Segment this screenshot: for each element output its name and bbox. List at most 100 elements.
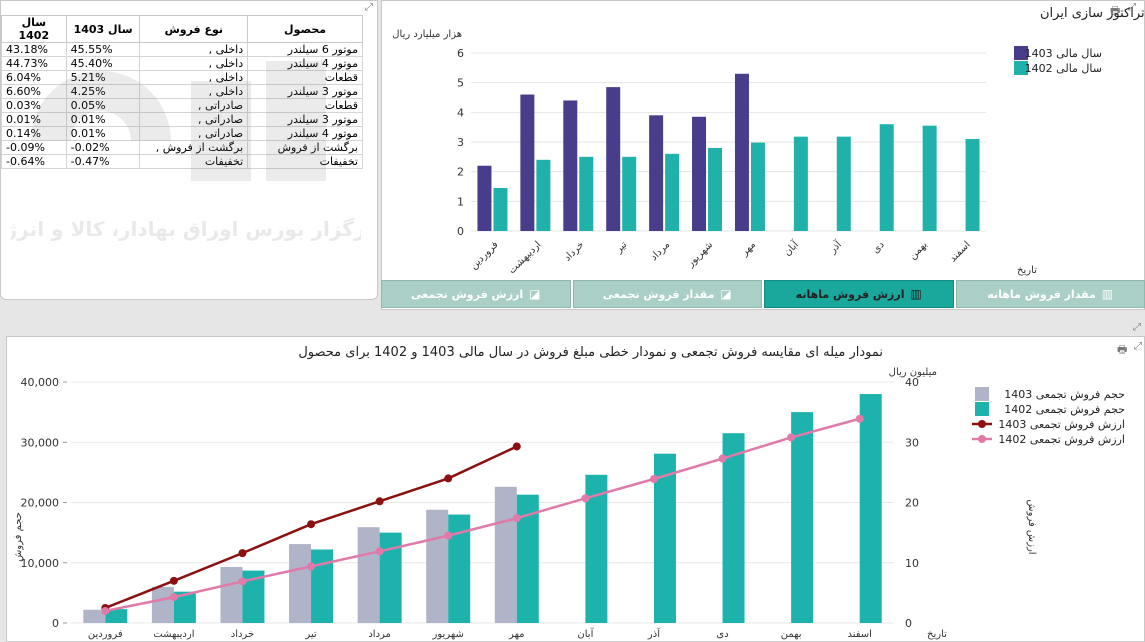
col-header-1403[interactable]: سال 1403 [65,15,141,43]
line-point-1402[interactable] [307,562,316,571]
cum-bar-1403[interactable] [289,544,312,623]
bar-1402[interactable] [708,147,723,231]
table-row[interactable]: موتور 4 سیلندر صادراتی , 0.01% 0.14% [1,126,363,141]
cell-1402: 0.03% [1,98,67,113]
line-point-1402[interactable] [101,606,110,615]
cell-product: قطعات [247,70,363,85]
table-row[interactable]: موتور 6 سیلندر داخلی , 45.55% 43.18% [1,42,363,57]
bar-1402[interactable] [665,153,680,231]
line-1402[interactable] [105,417,861,613]
cum-bar-1402[interactable] [173,591,196,623]
cum-bar-1402[interactable] [379,532,402,623]
legend-swatch [1014,61,1028,75]
tab-cumulative-sales-value[interactable]: ◪ ارزش فروش تجمعی [381,280,571,308]
line-point-1402[interactable] [649,475,658,484]
bar-1402[interactable] [793,136,808,231]
table-row[interactable]: موتور 3 سیلندر صادراتی , 0.01% 0.01% [1,112,363,127]
table-row[interactable]: قطعات داخلی , 5.21% 6.04% [1,70,363,85]
y-left-tick-label: 40,000 [21,376,60,389]
bar-1402[interactable] [493,187,508,231]
line-point-1402[interactable] [238,577,247,586]
line-point-1403[interactable] [375,497,384,506]
table-row[interactable]: برگشت از فروش برگشت از فروش , -0.02% -0.09% [1,140,363,155]
line-point-1403[interactable] [444,474,453,483]
line-point-1402[interactable] [787,433,796,442]
table-row[interactable]: قطعات صادراتی , 0.05% 0.03% [1,98,363,113]
cum-bar-1403[interactable] [357,527,380,623]
legend-swatch [1014,46,1028,60]
expand-icon[interactable]: ⤢ [365,2,373,13]
legend-marker [978,435,986,443]
bar-1402[interactable] [579,156,594,231]
line-point-1403[interactable] [512,442,521,451]
bar-1402[interactable] [965,139,980,231]
expand-icon[interactable]: ⤢ [1128,2,1136,13]
legend-marker [978,420,986,428]
cum-bar-1402[interactable] [653,453,676,623]
cum-bar-1402[interactable] [791,412,814,623]
cum-bar-1403[interactable] [151,586,174,623]
line-point-1402[interactable] [375,547,384,556]
table-row[interactable]: موتور 3 سیلندر داخلی , 4.25% 6.60% [1,84,363,99]
bar-1402[interactable] [536,159,551,231]
bar-1402[interactable] [879,124,894,231]
expand-icon[interactable]: ⤢ [1133,322,1141,333]
cell-1403: 0.05% [65,98,141,113]
tab-monthly-sales-quantity[interactable]: ▥ مقدار فروش ماهانه [955,280,1145,308]
cum-bar-1402[interactable] [516,494,539,623]
bar-1403[interactable] [606,87,621,231]
cum-bar-1403[interactable] [426,509,449,623]
cumulative-sales-chart-panel: 🖶 ⤢ نمودار میله ای مقایسه فروش تجمعی و ن… [6,336,1145,642]
bar-1402[interactable] [836,136,851,231]
bar-1403[interactable] [563,100,578,231]
y-tick-label: 1 [457,195,464,208]
cum-bar-1402[interactable] [311,549,334,623]
bar-1402[interactable] [622,156,637,231]
line-point-1402[interactable] [581,494,590,503]
cum-bar-1403[interactable] [220,566,243,623]
cell-1403: -0.47% [65,154,141,169]
cum-bar-1402[interactable] [722,433,745,623]
print-icon[interactable]: 🖶 [1117,343,1128,356]
cum-bar-1403[interactable] [494,486,517,623]
tab-cumulative-sales-quantity[interactable]: ◪ مقدار فروش تجمعی [572,280,762,308]
table-row[interactable]: تخفیفات تخفیفات -0.47% -0.64% [1,154,363,169]
cum-bar-1403[interactable] [83,609,106,623]
x-tick-label: خرداد [562,239,586,263]
x-tick-label: اردیبهشت [507,239,544,276]
cum-bar-1402[interactable] [105,609,128,623]
bar-1403[interactable] [692,116,707,231]
col-header-1402[interactable]: سال 1402 [1,15,67,43]
cum-bar-1402[interactable] [585,474,608,623]
cum-bar-1402[interactable] [448,514,471,623]
x-tick-label: مهر [508,629,524,640]
table-row[interactable]: موتور 4 سیلندر داخلی , 45.40% 44.73% [1,56,363,71]
monthly-sales-value-chart-panel: 🖶 ⤢ مقایسه ارزش فروش ماهانه سال مالی 140… [381,0,1145,310]
bar-1403[interactable] [734,73,749,232]
x-tick-label: مرداد [649,239,673,263]
cum-bar-1402[interactable] [859,394,882,623]
cum-bar-1402[interactable] [242,570,265,623]
bar-1403[interactable] [649,115,664,231]
tab-monthly-sales-value[interactable]: ▥ ارزش فروش ماهانه [764,280,954,308]
bar-1402[interactable] [750,142,765,231]
col-header-product[interactable]: محصول [247,15,363,43]
y-tick-label: 6 [457,47,464,60]
line-point-1402[interactable] [512,514,521,523]
line-point-1402[interactable] [444,531,453,540]
line-point-1403[interactable] [307,520,316,529]
bar-1403[interactable] [477,165,492,231]
col-header-type[interactable]: نوع فروش [139,15,249,43]
print-icon[interactable]: 🖶 [1110,4,1121,17]
bar-1402[interactable] [922,125,937,231]
line-point-1402[interactable] [855,414,864,423]
line-point-1402[interactable] [718,454,727,463]
x-tick-label: مرداد [368,629,391,640]
x-tick-label: اسفند [948,239,973,264]
line-point-1402[interactable] [169,593,178,602]
legend-label: ارزش فروش تجمعی 1403 [998,418,1125,431]
expand-icon[interactable]: ⤢ [1134,341,1142,352]
bar-1403[interactable] [520,94,535,232]
line-point-1403[interactable] [238,549,247,558]
line-point-1403[interactable] [169,576,178,585]
